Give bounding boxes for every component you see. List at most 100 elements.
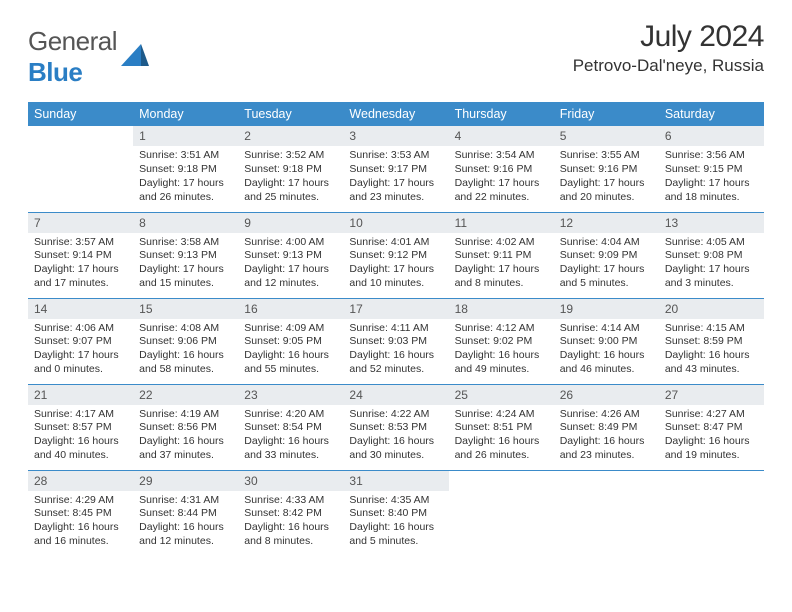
- day-content: Sunrise: 4:14 AMSunset: 9:00 PMDaylight:…: [554, 319, 659, 382]
- day-content: Sunrise: 4:08 AMSunset: 9:06 PMDaylight:…: [133, 319, 238, 382]
- daylight-text-2: and 52 minutes.: [349, 363, 442, 377]
- daylight-text-2: and 25 minutes.: [244, 191, 337, 205]
- day-number: 30: [238, 471, 343, 491]
- sunset-text: Sunset: 9:08 PM: [665, 249, 758, 263]
- calendar-day-cell: 8Sunrise: 3:58 AMSunset: 9:13 PMDaylight…: [133, 212, 238, 298]
- calendar-day-cell: 6Sunrise: 3:56 AMSunset: 9:15 PMDaylight…: [659, 126, 764, 212]
- daylight-text-2: and 8 minutes.: [244, 535, 337, 549]
- day-content: Sunrise: 4:06 AMSunset: 9:07 PMDaylight:…: [28, 319, 133, 382]
- day-number: 8: [133, 213, 238, 233]
- daylight-text-1: Daylight: 17 hours: [665, 177, 758, 191]
- calendar-day-cell: 12Sunrise: 4:04 AMSunset: 9:09 PMDayligh…: [554, 212, 659, 298]
- sunrise-text: Sunrise: 4:20 AM: [244, 408, 337, 422]
- daylight-text-2: and 40 minutes.: [34, 449, 127, 463]
- sunrise-text: Sunrise: 3:55 AM: [560, 149, 653, 163]
- day-number: 20: [659, 299, 764, 319]
- weekday-header: Sunday: [28, 102, 133, 126]
- calendar-day-cell: 14Sunrise: 4:06 AMSunset: 9:07 PMDayligh…: [28, 298, 133, 384]
- sunrise-text: Sunrise: 4:22 AM: [349, 408, 442, 422]
- daylight-text-2: and 16 minutes.: [34, 535, 127, 549]
- daylight-text-2: and 30 minutes.: [349, 449, 442, 463]
- daylight-text-1: Daylight: 16 hours: [665, 435, 758, 449]
- daylight-text-1: Daylight: 16 hours: [244, 349, 337, 363]
- day-content: Sunrise: 4:02 AMSunset: 9:11 PMDaylight:…: [449, 233, 554, 296]
- calendar-day-cell: 4Sunrise: 3:54 AMSunset: 9:16 PMDaylight…: [449, 126, 554, 212]
- day-number: 7: [28, 213, 133, 233]
- day-number: 13: [659, 213, 764, 233]
- sunrise-text: Sunrise: 4:01 AM: [349, 236, 442, 250]
- calendar-week-row: .1Sunrise: 3:51 AMSunset: 9:18 PMDayligh…: [28, 126, 764, 212]
- day-number: 3: [343, 126, 448, 146]
- calendar-day-cell: 19Sunrise: 4:14 AMSunset: 9:00 PMDayligh…: [554, 298, 659, 384]
- calendar-day-cell: .: [659, 470, 764, 556]
- day-number: 4: [449, 126, 554, 146]
- calendar-day-cell: 23Sunrise: 4:20 AMSunset: 8:54 PMDayligh…: [238, 384, 343, 470]
- day-content: Sunrise: 4:26 AMSunset: 8:49 PMDaylight:…: [554, 405, 659, 468]
- sunset-text: Sunset: 8:53 PM: [349, 421, 442, 435]
- weekday-header: Saturday: [659, 102, 764, 126]
- day-content: Sunrise: 4:31 AMSunset: 8:44 PMDaylight:…: [133, 491, 238, 554]
- day-number: 5: [554, 126, 659, 146]
- sunrise-text: Sunrise: 3:52 AM: [244, 149, 337, 163]
- daylight-text-2: and 43 minutes.: [665, 363, 758, 377]
- calendar-week-row: 21Sunrise: 4:17 AMSunset: 8:57 PMDayligh…: [28, 384, 764, 470]
- sunset-text: Sunset: 8:56 PM: [139, 421, 232, 435]
- sunrise-text: Sunrise: 4:15 AM: [665, 322, 758, 336]
- daylight-text-1: Daylight: 17 hours: [139, 177, 232, 191]
- day-content: Sunrise: 4:05 AMSunset: 9:08 PMDaylight:…: [659, 233, 764, 296]
- calendar-day-cell: 21Sunrise: 4:17 AMSunset: 8:57 PMDayligh…: [28, 384, 133, 470]
- sunset-text: Sunset: 8:57 PM: [34, 421, 127, 435]
- sunset-text: Sunset: 9:07 PM: [34, 335, 127, 349]
- day-number: 18: [449, 299, 554, 319]
- calendar-day-cell: 26Sunrise: 4:26 AMSunset: 8:49 PMDayligh…: [554, 384, 659, 470]
- daylight-text-1: Daylight: 17 hours: [349, 177, 442, 191]
- daylight-text-1: Daylight: 16 hours: [455, 435, 548, 449]
- daylight-text-2: and 33 minutes.: [244, 449, 337, 463]
- daylight-text-2: and 10 minutes.: [349, 277, 442, 291]
- calendar-day-cell: 28Sunrise: 4:29 AMSunset: 8:45 PMDayligh…: [28, 470, 133, 556]
- sunrise-text: Sunrise: 4:08 AM: [139, 322, 232, 336]
- sunset-text: Sunset: 9:02 PM: [455, 335, 548, 349]
- sunrise-text: Sunrise: 4:09 AM: [244, 322, 337, 336]
- calendar-day-cell: 9Sunrise: 4:00 AMSunset: 9:13 PMDaylight…: [238, 212, 343, 298]
- sunset-text: Sunset: 9:13 PM: [244, 249, 337, 263]
- daylight-text-2: and 15 minutes.: [139, 277, 232, 291]
- calendar-body: . 1Sunrise: 3:51 AMSunset: 9:18 PMDayligh…: [28, 126, 764, 556]
- weekday-header: Tuesday: [238, 102, 343, 126]
- day-number: 12: [554, 213, 659, 233]
- daylight-text-1: Daylight: 17 hours: [455, 177, 548, 191]
- sunrise-text: Sunrise: 4:12 AM: [455, 322, 548, 336]
- sunset-text: Sunset: 8:40 PM: [349, 507, 442, 521]
- sunset-text: Sunset: 8:51 PM: [455, 421, 548, 435]
- daylight-text-2: and 20 minutes.: [560, 191, 653, 205]
- calendar-day-cell: 18Sunrise: 4:12 AMSunset: 9:02 PMDayligh…: [449, 298, 554, 384]
- sunset-text: Sunset: 9:13 PM: [139, 249, 232, 263]
- calendar-day-cell: 10Sunrise: 4:01 AMSunset: 9:12 PMDayligh…: [343, 212, 448, 298]
- logo-text-general: General: [28, 26, 117, 56]
- day-number: 28: [28, 471, 133, 491]
- day-content: Sunrise: 4:20 AMSunset: 8:54 PMDaylight:…: [238, 405, 343, 468]
- daylight-text-1: Daylight: 17 hours: [560, 263, 653, 277]
- daylight-text-1: Daylight: 16 hours: [244, 521, 337, 535]
- title-block: July 2024 Petrovo-Dal'neye, Russia: [573, 20, 764, 76]
- daylight-text-1: Daylight: 17 hours: [560, 177, 653, 191]
- header: General Blue July 2024 Petrovo-Dal'neye,…: [28, 20, 764, 88]
- weekday-header: Monday: [133, 102, 238, 126]
- sunrise-text: Sunrise: 3:51 AM: [139, 149, 232, 163]
- weekday-header: Thursday: [449, 102, 554, 126]
- day-content: Sunrise: 3:51 AMSunset: 9:18 PMDaylight:…: [133, 146, 238, 209]
- calendar-day-cell: 3Sunrise: 3:53 AMSunset: 9:17 PMDaylight…: [343, 126, 448, 212]
- daylight-text-2: and 5 minutes.: [349, 535, 442, 549]
- sunrise-text: Sunrise: 4:04 AM: [560, 236, 653, 250]
- sunrise-text: Sunrise: 3:54 AM: [455, 149, 548, 163]
- daylight-text-1: Daylight: 16 hours: [34, 435, 127, 449]
- day-number: 17: [343, 299, 448, 319]
- calendar-day-cell: 1Sunrise: 3:51 AMSunset: 9:18 PMDaylight…: [133, 126, 238, 212]
- daylight-text-1: Daylight: 17 hours: [349, 263, 442, 277]
- sunrise-text: Sunrise: 4:29 AM: [34, 494, 127, 508]
- sunset-text: Sunset: 9:16 PM: [560, 163, 653, 177]
- weekday-header: Wednesday: [343, 102, 448, 126]
- daylight-text-2: and 55 minutes.: [244, 363, 337, 377]
- daylight-text-1: Daylight: 16 hours: [665, 349, 758, 363]
- sunset-text: Sunset: 9:06 PM: [139, 335, 232, 349]
